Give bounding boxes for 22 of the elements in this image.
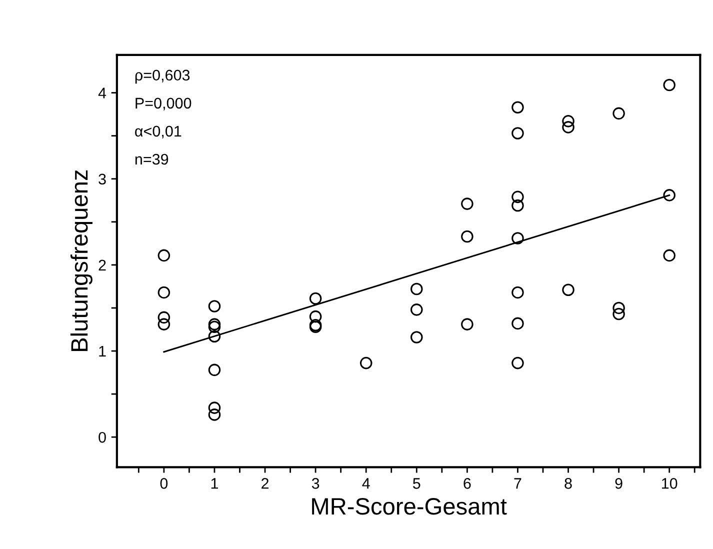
annotation: ρ=0,603 (135, 70, 190, 84)
y-tick-label: 4 (98, 88, 106, 98)
x-tick-label: 8 (564, 478, 572, 489)
y-tick-label: 1 (99, 346, 106, 357)
y-tick-label: 3 (98, 174, 106, 185)
y-tick-label: 0 (98, 432, 106, 443)
annotation: n=39 (135, 154, 168, 165)
x-tick-label: 3 (312, 478, 320, 489)
x-axis-title: MR-Score-Gesamt (312, 498, 507, 515)
x-tick-label: 9 (615, 478, 622, 489)
x-tick-label: 1 (211, 478, 218, 489)
x-tick-label: 0 (160, 478, 168, 489)
annotation: P=0,000 (136, 98, 192, 110)
x-tick-label: 4 (362, 478, 370, 489)
x-tick-label: 7 (514, 478, 522, 489)
x-tick-label: 2 (262, 478, 268, 489)
x-tick-label: 5 (413, 478, 420, 489)
y-axis-title: Blutungsfrequenz (70, 170, 92, 351)
y-tick-label: 2 (98, 260, 106, 270)
x-tick-label: 6 (464, 478, 471, 489)
x-tick-label: 10 (662, 478, 678, 489)
annotation: α<0,01 (135, 126, 182, 138)
